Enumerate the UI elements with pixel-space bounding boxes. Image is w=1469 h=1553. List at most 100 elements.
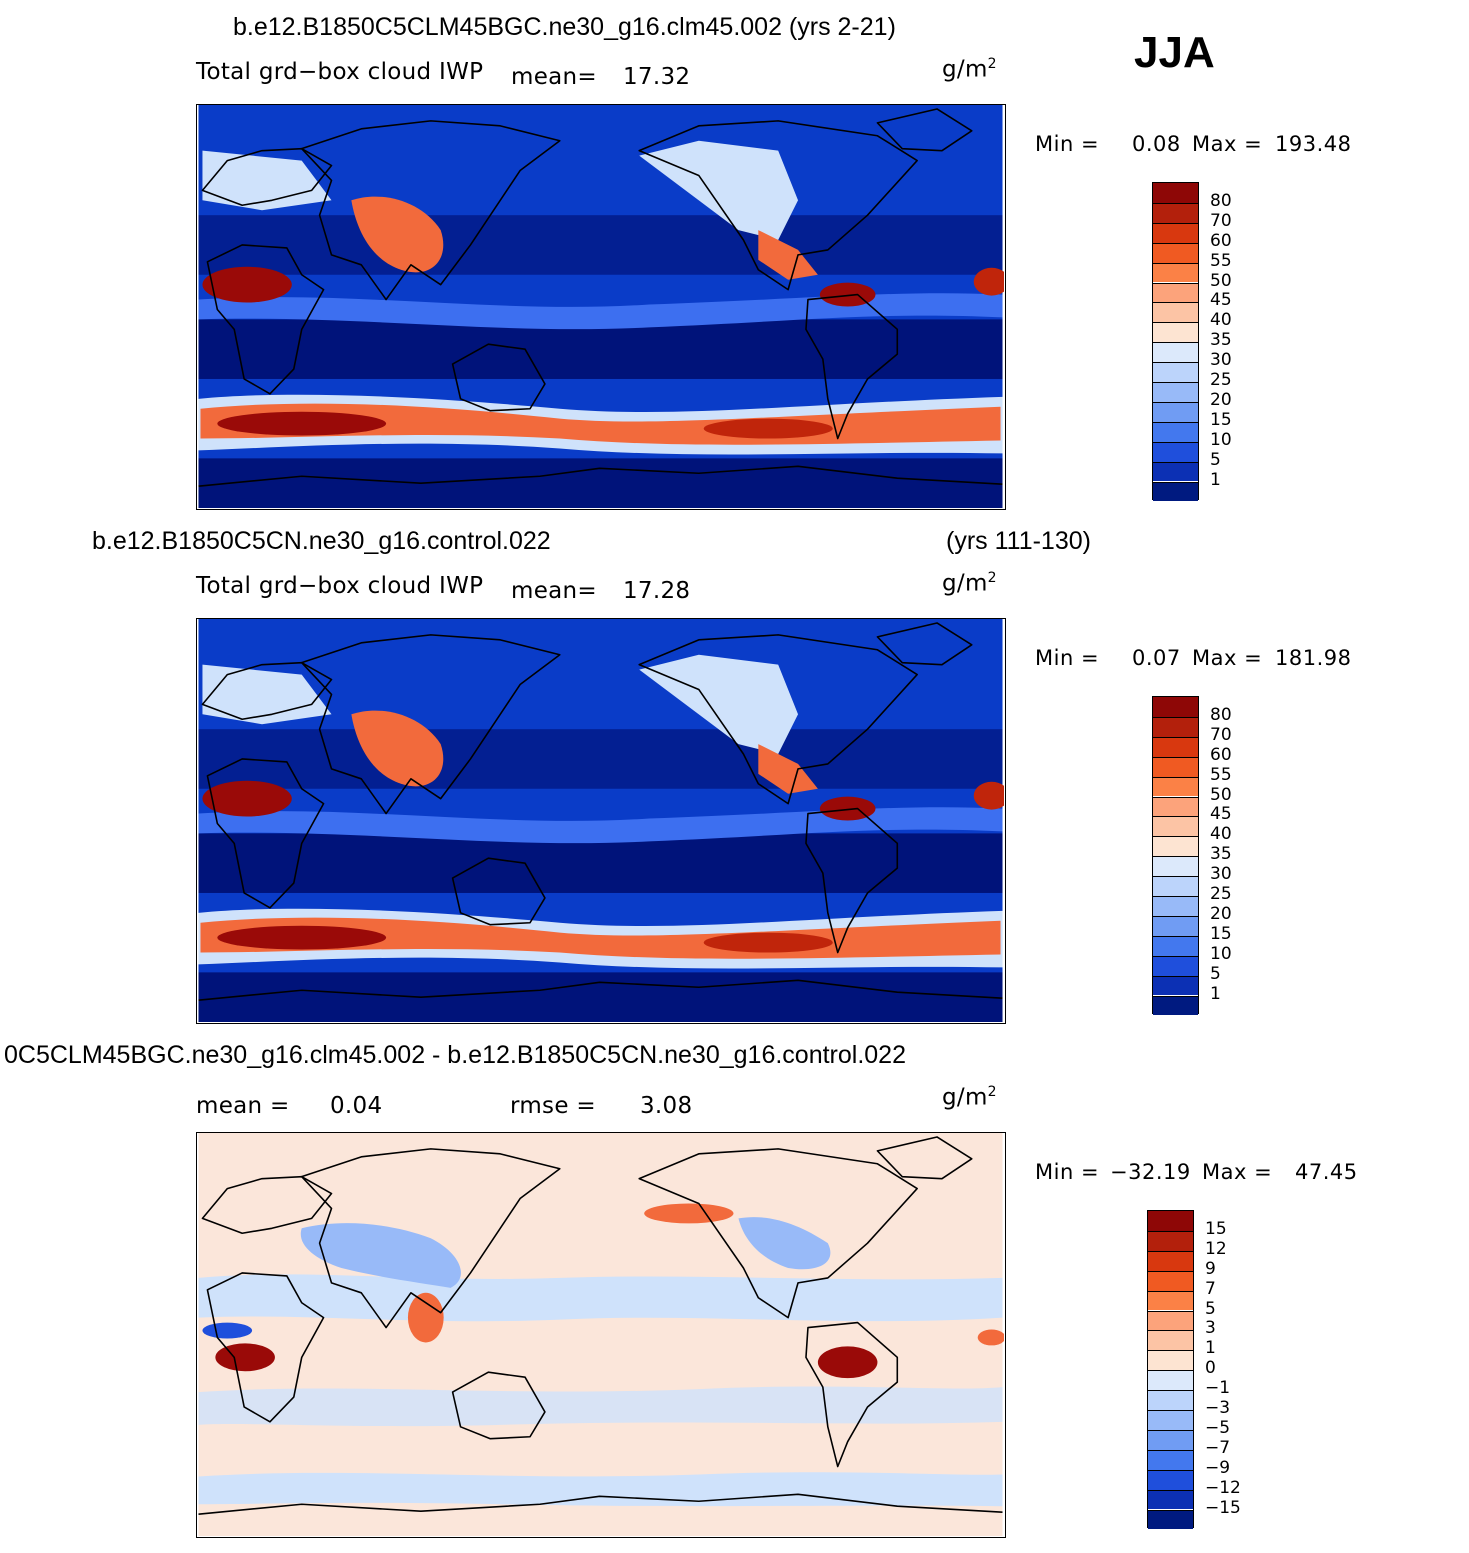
colorbar-cell [1153, 322, 1198, 343]
colorbar-cell [1153, 876, 1198, 896]
panel1-variable: Total grd−box cloud IWP [196, 59, 484, 85]
panel2-min-label: Min = [1035, 646, 1100, 670]
colorbar-cell [1148, 1469, 1193, 1490]
storm-track-core-east [703, 418, 833, 439]
colorbar-cell [1148, 1211, 1193, 1231]
antarctica-coast [198, 465, 1003, 487]
map-canvas [198, 105, 1004, 508]
colorbar-cell [1153, 481, 1198, 502]
panel2-map [196, 618, 1006, 1024]
colorbar-cell [1153, 995, 1198, 1016]
colorbar-cell [1148, 1449, 1193, 1470]
antarctica-coast [198, 979, 1003, 1001]
asia-coast [300, 634, 561, 815]
colorbar-label: 1 [1210, 469, 1221, 490]
colorbar-box [1152, 696, 1199, 1016]
colorbar-cell [1153, 202, 1198, 223]
mexico-convection [758, 230, 818, 280]
north-america-coast [638, 120, 918, 291]
colorbar-cell [1153, 836, 1198, 857]
colorbar-cell [1148, 1270, 1193, 1291]
africa-coast [206, 758, 325, 909]
colorbar-label: −3 [1205, 1398, 1231, 1418]
map-canvas [198, 1133, 1004, 1536]
colorbar-label: 70 [1210, 724, 1232, 745]
colorbar-cell [1148, 1370, 1193, 1391]
colorbar-cell [1148, 1230, 1193, 1251]
panel3-mean-label: mean = [196, 1093, 290, 1119]
colorbar-cell [1153, 262, 1198, 283]
colorbar-label: 9 [1205, 1258, 1216, 1279]
europe-coast [201, 1175, 333, 1235]
panel3-max-label: Max = [1202, 1160, 1273, 1184]
colorbar-label: 80 [1210, 704, 1232, 725]
colorbar-label: 15 [1205, 1218, 1227, 1239]
colorbar-cell [1153, 856, 1198, 877]
polar-dry-band [198, 458, 1003, 508]
colorbar-label: −1 [1205, 1378, 1231, 1399]
panel2-title: b.e12.B1850C5CN.ne30_g16.control.022 [92, 527, 551, 555]
north-dry-band [198, 729, 1003, 789]
colorbar-cell [1153, 736, 1198, 757]
colorbar-cell [1153, 302, 1198, 323]
north-america-negative-patch [738, 1217, 831, 1270]
colorbar-label: 15 [1210, 409, 1232, 430]
south-america-positive-core [817, 1346, 878, 1379]
colorbar-cell [1153, 461, 1198, 482]
colorbar-cell [1153, 955, 1198, 976]
colorbar-cell [1153, 362, 1198, 382]
australia-coast [451, 1371, 546, 1440]
panel1-colorbar: 80 70 60 55 50 45 40 35 30 25 20 15 10 5 1 [1152, 182, 1259, 502]
panel2-variable: Total grd−box cloud IWP [196, 573, 484, 599]
africa-negative-core [202, 1322, 253, 1339]
colorbar-label: 5 [1205, 1298, 1216, 1319]
colorbar-cell [1148, 1390, 1193, 1410]
colorbar-label: 25 [1210, 370, 1232, 390]
colorbar-cell [1153, 401, 1198, 422]
panel1-max-value: 193.48 [1275, 132, 1352, 156]
colorbar-label: −15 [1205, 1497, 1241, 1518]
colorbar-cell [1148, 1290, 1193, 1311]
colorbar-label: 50 [1210, 784, 1232, 805]
north-america-coast [638, 1148, 918, 1319]
panel1-title: b.e12.B1850C5CLM45BGC.ne30_g16.clm45.002… [233, 13, 896, 41]
asia-negative-patch [300, 1223, 461, 1288]
central-america-convection [819, 796, 876, 821]
panel3-mean-value: 0.04 [330, 1093, 383, 1119]
colorbar-label: −5 [1205, 1417, 1231, 1438]
colorbar-label: 12 [1205, 1238, 1227, 1259]
indochina-positive-patch [407, 1292, 444, 1343]
colorbar-cell [1153, 796, 1198, 817]
colorbar-label: 20 [1210, 389, 1232, 410]
colorbar-label: 1 [1205, 1338, 1216, 1359]
colorbar-label: 55 [1210, 250, 1232, 271]
atlantic-convection [973, 267, 1004, 296]
panel1-mean-label: mean= [511, 64, 597, 90]
colorbar-cell [1148, 1509, 1193, 1530]
panel2-colorbar: 80 70 60 55 50 45 40 35 30 25 20 15 10 5 1 [1152, 696, 1259, 1016]
colorbar-cell [1153, 816, 1198, 837]
colorbar-cell [1153, 441, 1198, 462]
colorbar-cell [1148, 1410, 1193, 1430]
storm-track-core-east [703, 932, 833, 953]
panel3-rmse-value: 3.08 [640, 1093, 693, 1119]
mexico-convection [758, 744, 818, 794]
colorbar-label: 25 [1210, 884, 1232, 904]
colorbar-cell [1148, 1330, 1193, 1351]
colorbar-label: 30 [1210, 864, 1232, 885]
subtropical-dry-band [198, 319, 1003, 379]
africa-positive-core [215, 1343, 275, 1372]
north-america-coast [638, 634, 918, 805]
panel1-max-label: Max = [1192, 132, 1263, 156]
europe-coast [201, 661, 333, 721]
colorbar-label: 45 [1210, 290, 1232, 311]
colorbar-label: 15 [1210, 923, 1232, 944]
colorbar-label: 40 [1210, 310, 1232, 331]
panel3-map [196, 1132, 1006, 1538]
colorbar-cell [1153, 282, 1198, 303]
colorbar-label: −7 [1205, 1437, 1231, 1458]
south-america-coast [805, 1321, 899, 1468]
itcz-band [198, 293, 1003, 330]
colorbar-label: 60 [1210, 744, 1232, 765]
antarctica-coast [198, 1493, 1003, 1515]
